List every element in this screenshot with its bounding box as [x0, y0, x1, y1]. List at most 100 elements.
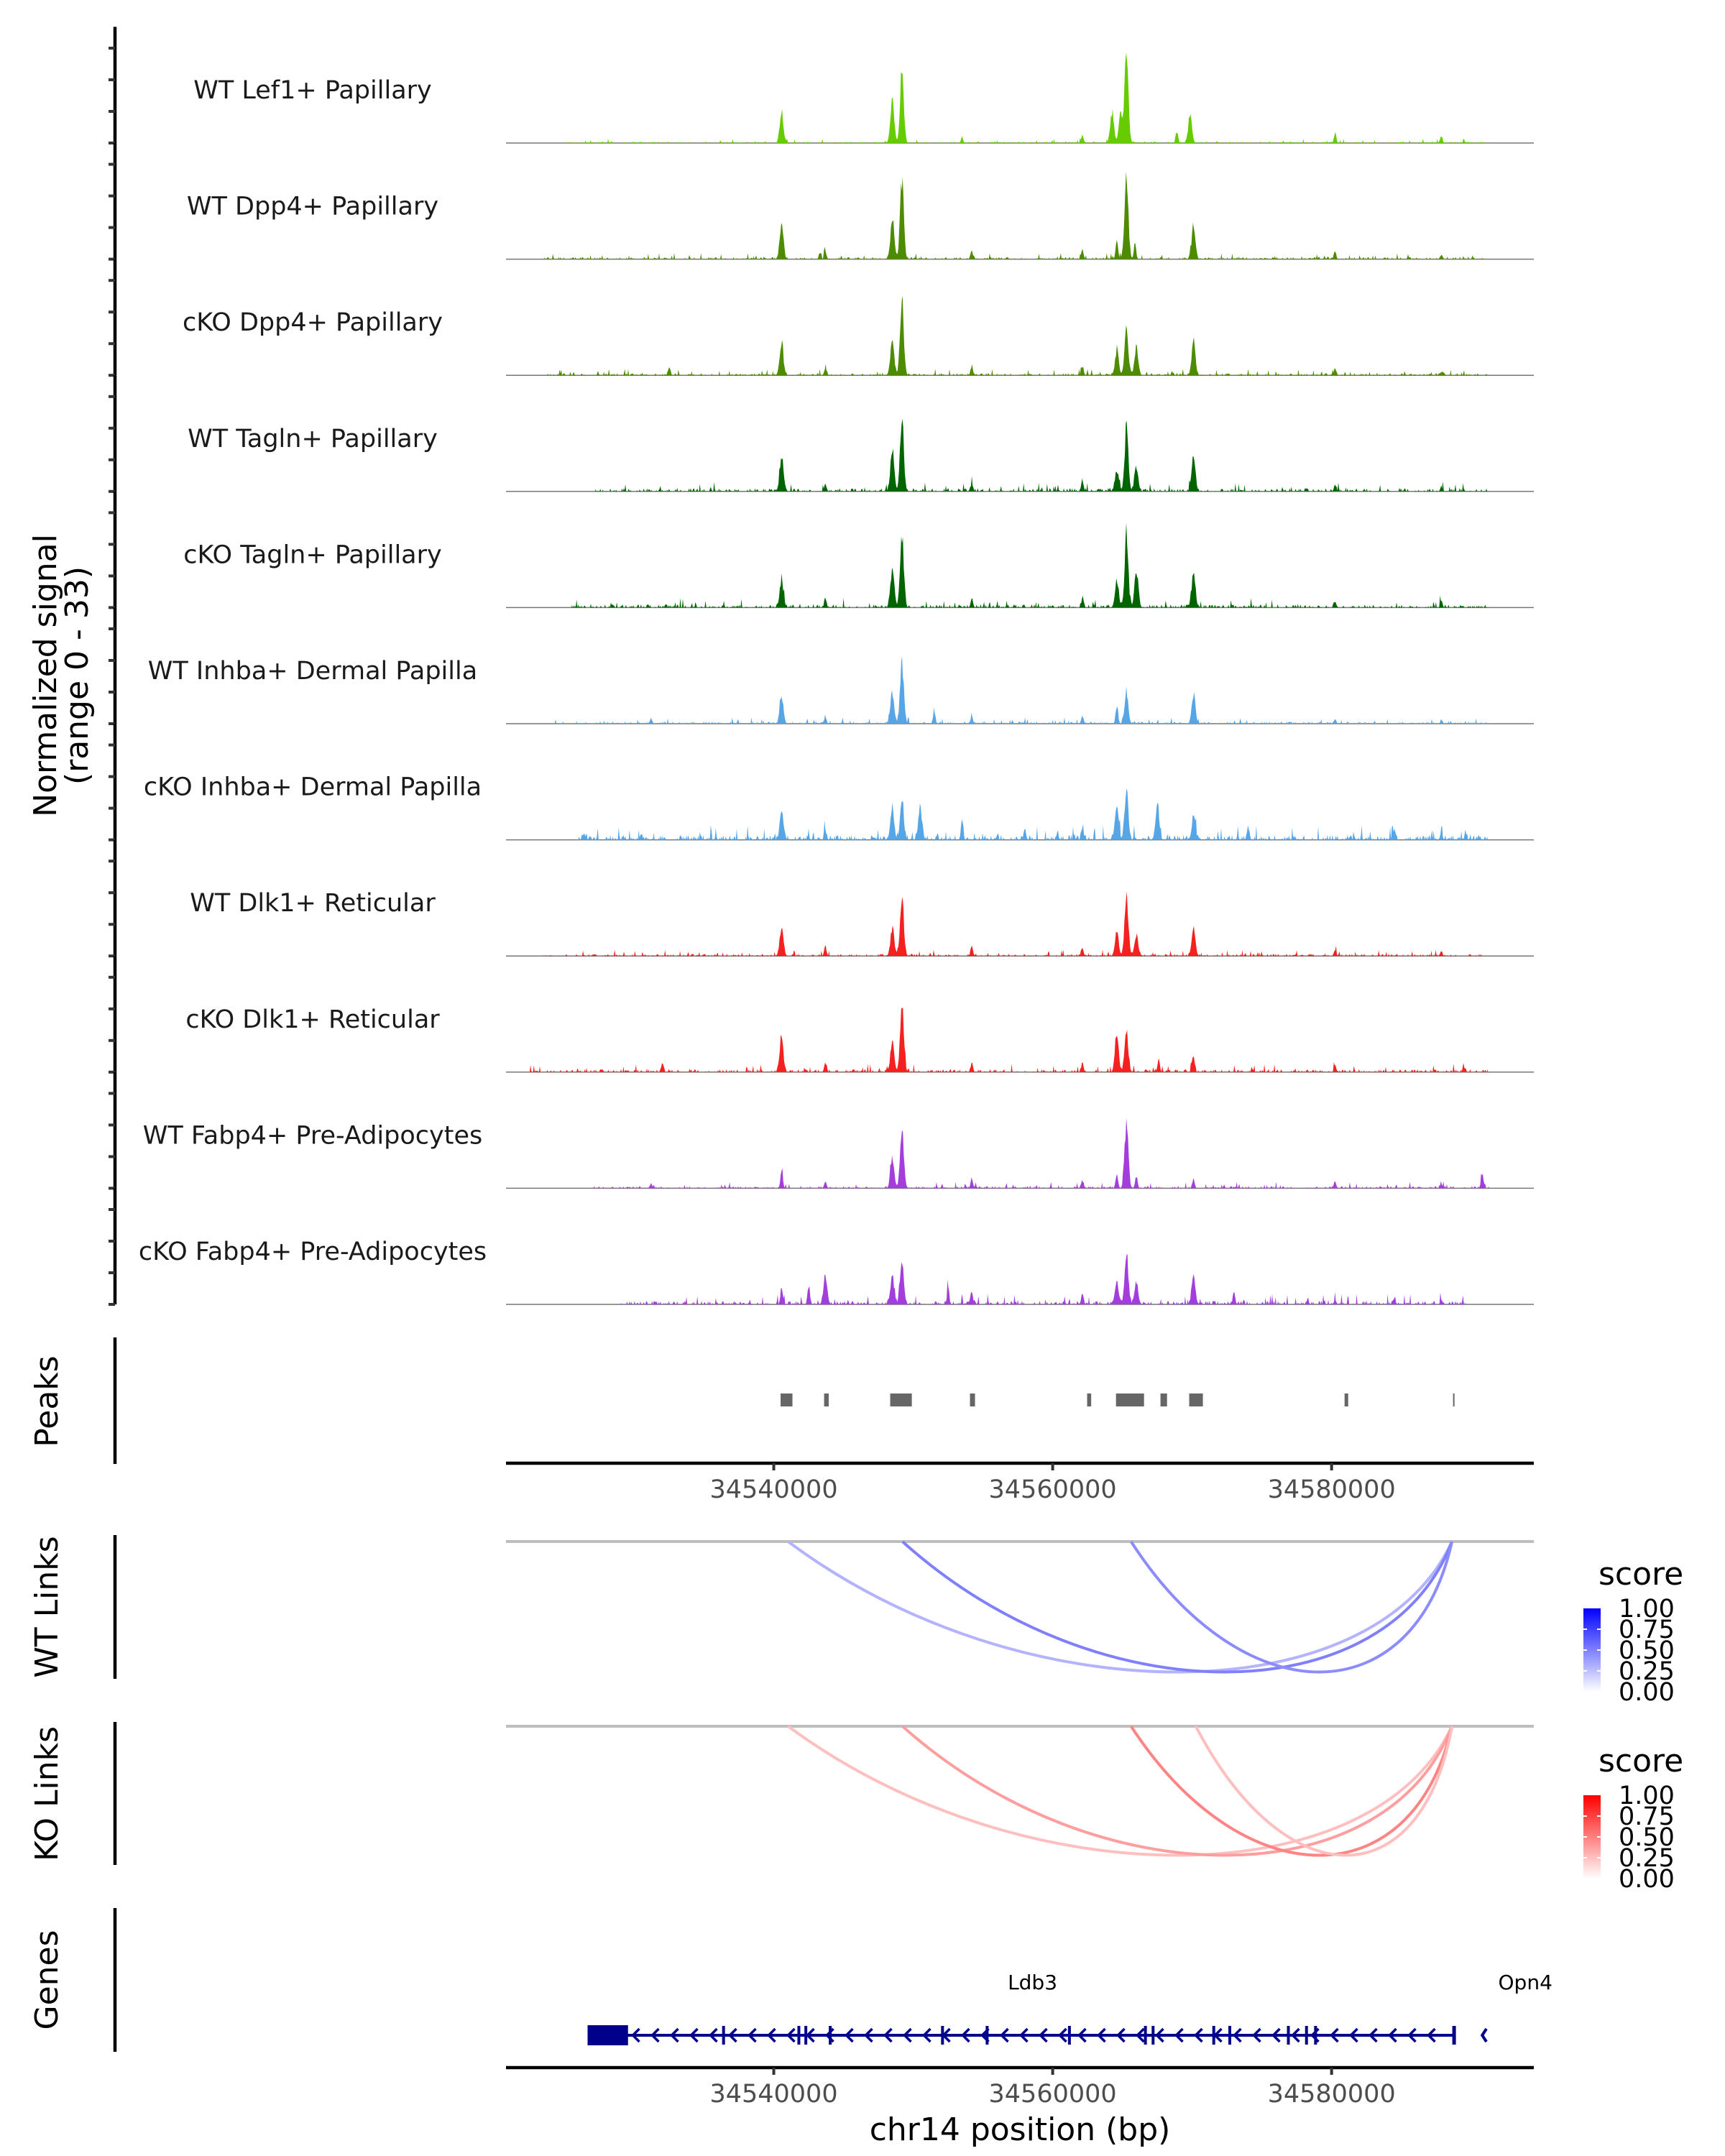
gene-exon	[1228, 2026, 1232, 2045]
strand-arrow-icon	[1194, 2027, 1203, 2043]
strand-arrow-icon	[631, 2027, 640, 2043]
strand-arrow-icon	[786, 2027, 796, 2043]
strand-arrow-icon	[728, 2027, 737, 2043]
signal-area	[592, 1118, 1489, 1189]
legend-tick-label: 0.75	[1619, 1616, 1675, 1644]
gene-label: Opn4	[1499, 1971, 1552, 1994]
strand-arrow-icon	[1427, 2027, 1436, 2043]
peaks-panel: Peaks	[29, 1337, 1455, 1464]
strand-arrow-icon	[1000, 2027, 1009, 2043]
x-tick-label: 34560000	[989, 1475, 1117, 1504]
signal-area	[571, 522, 1489, 608]
legend-tick-label: 0.00	[1619, 1678, 1675, 1707]
peak-region	[970, 1393, 975, 1406]
signal-y-axis-title-line2: (range 0 - 33)	[59, 566, 96, 785]
gene-exon	[1314, 2026, 1317, 2045]
gene-exon	[722, 2026, 725, 2045]
strand-arrow-icon	[1233, 2027, 1242, 2043]
signal-area	[543, 295, 1488, 376]
legend-tick-label: 0.50	[1619, 1636, 1675, 1665]
wt-links-panel-title: WT Links	[29, 1536, 65, 1677]
ko-links-panel-title: KO Links	[29, 1726, 65, 1861]
signal-track: cKO Dpp4+ Papillary	[109, 259, 1534, 377]
strand-arrow-icon	[922, 2027, 932, 2043]
signal-panel: Normalized signal (range 0 - 33) WT Lef1…	[27, 27, 1534, 1306]
track-label: cKO Dpp4+ Papillary	[183, 308, 443, 337]
gene-exon	[941, 2026, 944, 2045]
strand-arrow-icon	[1116, 2027, 1126, 2043]
gene-exon	[829, 2026, 832, 2045]
strand-arrow-icon	[1291, 2027, 1300, 2043]
legend-tick-label: 0.25	[1619, 1657, 1675, 1686]
link-arc	[1194, 1726, 1454, 1857]
genes-panel-title: Genes	[29, 1930, 65, 2030]
strand-arrow-icon	[806, 2027, 815, 2043]
gene-model: Ldb3	[587, 1971, 1456, 2045]
gene-exon	[1287, 2026, 1290, 2045]
x-tick-label: 34540000	[709, 1475, 837, 1504]
signal-y-axis-title-line1: Normalized signal	[27, 534, 64, 817]
gene-utr-block	[587, 2025, 628, 2045]
gene-exon	[985, 2026, 989, 2045]
signal-track: cKO Tagln+ Papillary	[109, 491, 1534, 609]
signal-track: WT Dlk1+ Reticular	[109, 839, 1534, 958]
strand-arrow-icon	[1039, 2027, 1048, 2043]
signal-track: cKO Dlk1+ Reticular	[109, 956, 1534, 1074]
peak-region	[781, 1393, 793, 1406]
peak-region	[1160, 1393, 1167, 1406]
signal-area	[543, 171, 1488, 259]
track-label: cKO Tagln+ Papillary	[183, 540, 442, 569]
wt-legend-title: score	[1598, 1556, 1683, 1593]
link-arc	[787, 1540, 1453, 1674]
wt-score-legend: score 1.000.750.500.250.00	[1583, 1556, 1683, 1707]
genes-panel: Genes Ldb3 Opn4	[29, 1908, 1552, 2052]
gene-model: Opn4	[1480, 1971, 1552, 2043]
strand-arrow-icon	[1368, 2027, 1378, 2043]
wt-links-panel: WT Links	[29, 1535, 1534, 1679]
gene-exon	[1305, 2026, 1308, 2045]
signal-area	[620, 1254, 1466, 1304]
strand-arrow-icon	[1097, 2027, 1106, 2043]
link-arc	[901, 1725, 1453, 1857]
legend-tick-label: 0.25	[1619, 1844, 1675, 1873]
strand-arrow-icon	[748, 2027, 757, 2043]
peak-region	[890, 1393, 912, 1406]
strand-arrow-icon	[883, 2027, 893, 2043]
signal-track: WT Inhba+ Dermal Papilla	[109, 607, 1534, 725]
strand-arrow-icon	[1349, 2027, 1358, 2043]
track-label: cKO Dlk1+ Reticular	[185, 1005, 440, 1034]
strand-arrow-icon	[1330, 2027, 1339, 2043]
gene-exon	[1144, 2026, 1147, 2045]
strand-arrow-icon	[1155, 2027, 1164, 2043]
strand-arrow-icon	[1136, 2027, 1145, 2043]
signal-track: WT Tagln+ Papillary	[109, 375, 1534, 493]
peak-region	[1453, 1393, 1455, 1406]
peak-region	[1087, 1393, 1092, 1406]
signal-area	[564, 52, 1488, 143]
legend-tick-label: 0.75	[1619, 1802, 1675, 1831]
signal-track: WT Lef1+ Papillary	[109, 27, 1534, 144]
x-tick-label: 34580000	[1268, 1475, 1396, 1504]
signal-area	[578, 788, 1488, 840]
signal-track: WT Fabp4+ Pre-Adipocytes	[109, 1072, 1534, 1190]
strand-arrow-icon	[1019, 2027, 1029, 2043]
strand-arrow-icon	[1252, 2027, 1261, 2043]
signal-track: cKO Inhba+ Dermal Papilla	[109, 724, 1534, 842]
peak-region	[1344, 1393, 1348, 1406]
gene-exon	[804, 2026, 808, 2045]
gene-exon	[1067, 2026, 1071, 2045]
strand-arrow-icon	[1388, 2027, 1397, 2043]
ko-links-panel: KO Links	[29, 1722, 1534, 1865]
strand-arrow-icon	[903, 2027, 912, 2043]
peak-region	[1189, 1393, 1203, 1406]
signal-area	[530, 1007, 1488, 1072]
strand-arrow-icon	[845, 2027, 854, 2043]
gene-exon	[797, 2026, 801, 2045]
legend-tick-label: 0.00	[1619, 1865, 1675, 1894]
x-axis-title: chr14 position (bp)	[870, 2111, 1171, 2148]
track-label: WT Fabp4+ Pre-Adipocytes	[143, 1121, 482, 1150]
gene-exon	[1212, 2026, 1215, 2045]
strand-arrow-icon	[709, 2027, 718, 2043]
link-arc	[901, 1540, 1453, 1674]
